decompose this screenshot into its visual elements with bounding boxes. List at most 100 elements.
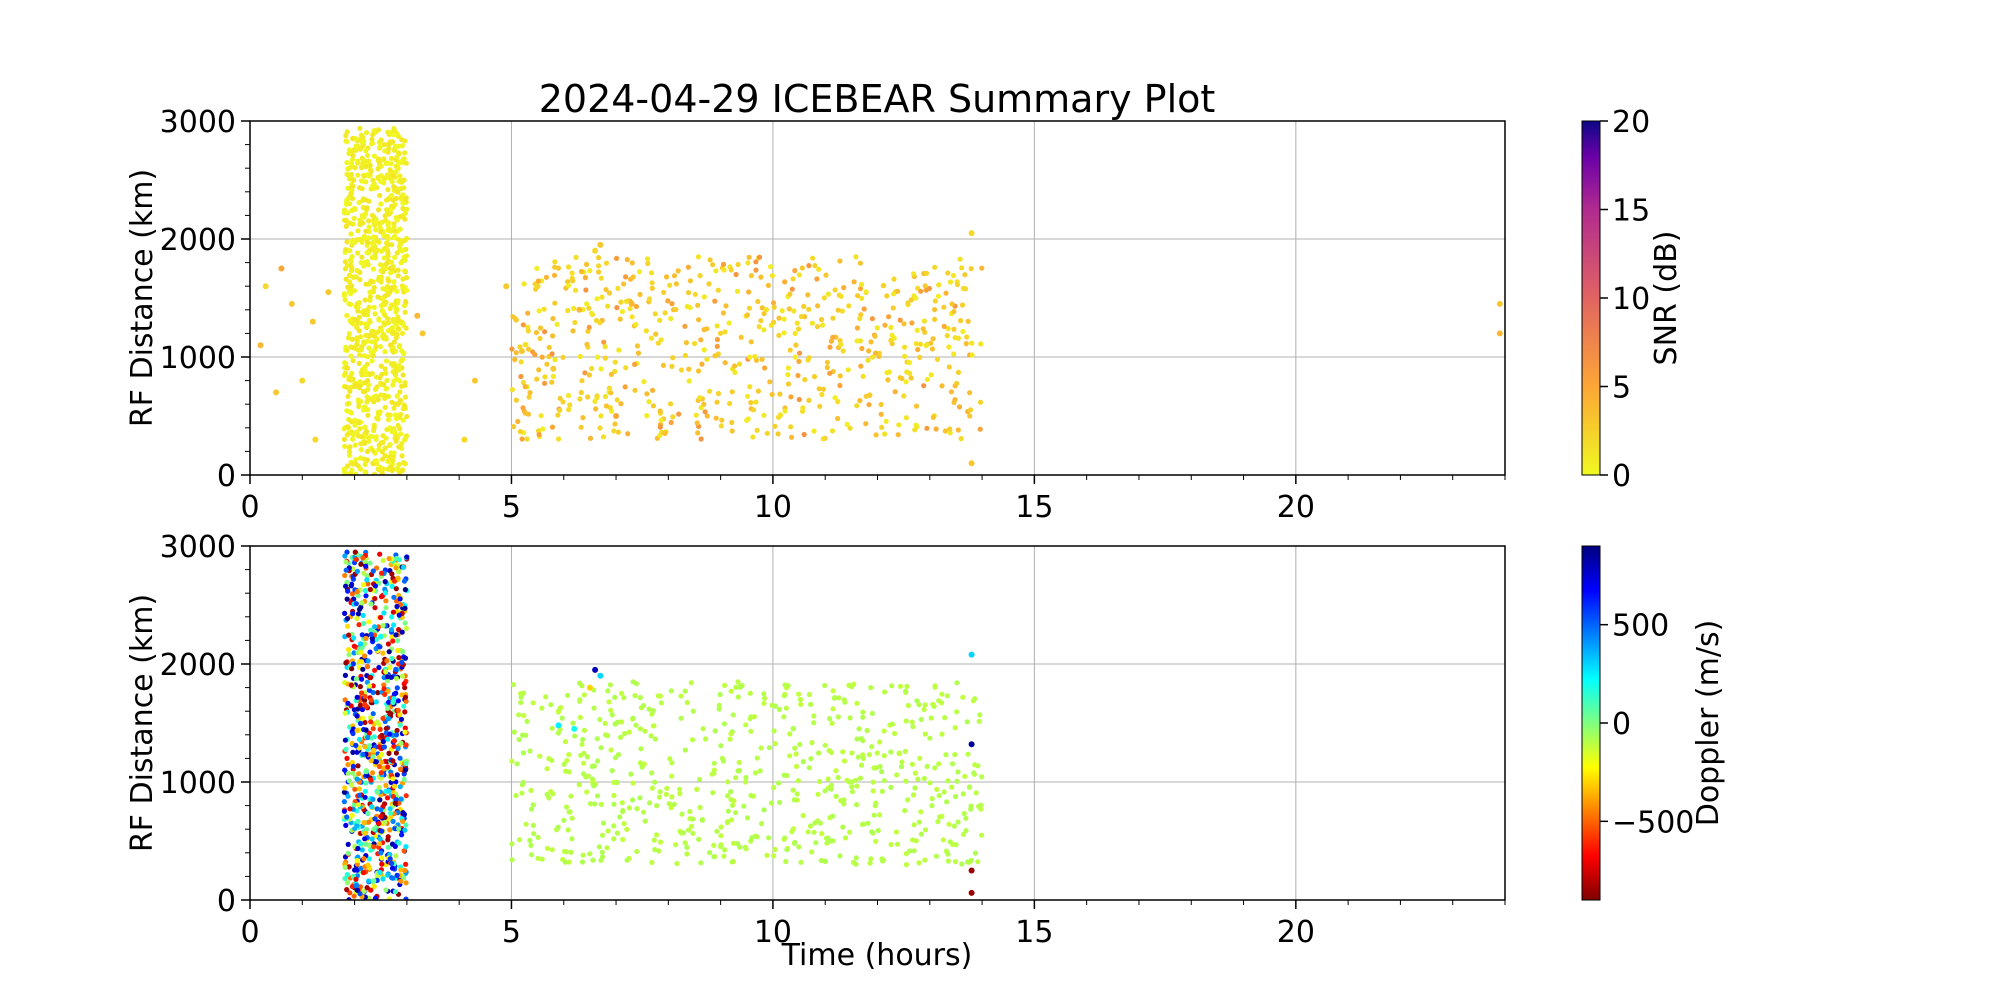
data-point (512, 316, 518, 322)
data-point (682, 840, 688, 846)
data-point (363, 332, 369, 338)
data-point (570, 278, 576, 284)
data-point (822, 858, 829, 864)
data-point (357, 684, 363, 690)
data-point (401, 776, 407, 783)
data-point (366, 687, 372, 693)
data-point (593, 406, 599, 412)
data-point (743, 775, 749, 781)
data-point (921, 775, 927, 782)
data-point (614, 305, 620, 311)
data-point (561, 761, 567, 768)
data-point (398, 878, 404, 884)
data-point (805, 829, 811, 835)
data-point (343, 276, 349, 282)
data-point (288, 300, 295, 307)
data-point (395, 236, 402, 243)
data-point (653, 331, 659, 337)
data-point (566, 752, 572, 758)
data-point (800, 405, 806, 411)
data-point (660, 362, 667, 368)
data-point (764, 852, 770, 858)
data-point (312, 436, 319, 443)
data-point (972, 762, 978, 768)
data-point (668, 316, 674, 322)
data-point (918, 716, 924, 723)
data-point (586, 324, 592, 330)
data-point (552, 357, 558, 363)
data-point (348, 384, 354, 390)
data-point (860, 373, 866, 379)
data-point (372, 895, 378, 900)
data-point (379, 828, 385, 834)
doppler-axes-frame (249, 545, 1506, 901)
data-point (870, 788, 876, 794)
data-point (379, 751, 385, 758)
data-point (790, 276, 796, 282)
data-point (714, 323, 720, 329)
data-point (358, 434, 364, 440)
data-point (383, 669, 389, 675)
data-point (755, 388, 762, 394)
data-point (393, 632, 399, 638)
data-point (394, 685, 400, 691)
data-point (364, 664, 371, 670)
data-point (922, 857, 928, 863)
data-point (965, 751, 971, 757)
data-point (346, 449, 353, 455)
data-point (782, 408, 788, 414)
data-point (342, 767, 348, 773)
data-point (747, 690, 753, 696)
data-point (344, 871, 350, 878)
data-point (521, 712, 527, 719)
data-point (385, 187, 391, 193)
data-point (748, 273, 755, 279)
data-point (758, 745, 764, 751)
data-point (353, 876, 359, 882)
data-point (377, 262, 384, 268)
data-point (941, 323, 947, 329)
data-point (1496, 300, 1503, 307)
data-point (685, 827, 692, 833)
data-point (374, 873, 380, 879)
data-point (673, 306, 679, 313)
data-point (871, 765, 877, 771)
data-point (392, 228, 398, 234)
data-point (870, 830, 876, 836)
data-point (379, 471, 385, 475)
data-point (642, 728, 648, 734)
data-point (856, 726, 862, 732)
data-point (362, 440, 368, 446)
data-point (370, 726, 376, 732)
data-point (385, 688, 391, 694)
data-point (694, 420, 700, 426)
data-point (637, 291, 643, 298)
data-point (525, 328, 531, 334)
data-point (581, 760, 587, 766)
data-point (362, 697, 368, 704)
data-point (807, 823, 814, 829)
data-point (797, 741, 803, 748)
data-point (960, 694, 966, 700)
data-point (737, 361, 743, 367)
data-point (541, 306, 547, 312)
data-point (347, 444, 353, 450)
data-point (390, 699, 396, 706)
data-point (350, 461, 356, 467)
data-point (958, 318, 964, 324)
data-point (792, 330, 798, 336)
data-point (595, 758, 601, 764)
data-point (367, 371, 373, 378)
data-point (369, 358, 375, 364)
data-point (378, 363, 384, 369)
data-point (646, 399, 652, 405)
data-point (342, 217, 348, 223)
data-point (965, 318, 971, 324)
data-point (562, 739, 569, 745)
data-point (352, 316, 358, 323)
data-point (395, 707, 401, 714)
data-point (967, 413, 973, 419)
data-point (838, 798, 844, 804)
data-point (654, 803, 660, 809)
